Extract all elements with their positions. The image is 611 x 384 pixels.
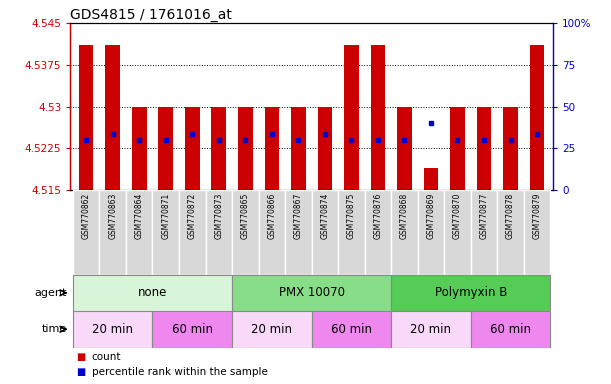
Text: count: count [92, 352, 121, 362]
Bar [338, 190, 365, 275]
Text: 60 min: 60 min [490, 323, 531, 336]
Text: percentile rank within the sample: percentile rank within the sample [92, 367, 268, 377]
Text: GSM770869: GSM770869 [426, 193, 436, 239]
Bar [238, 106, 252, 190]
Bar [73, 190, 100, 275]
Bar [397, 106, 412, 190]
Bar [211, 106, 226, 190]
Bar [470, 190, 497, 275]
Bar [344, 45, 359, 190]
Text: 60 min: 60 min [172, 323, 213, 336]
Bar [126, 190, 153, 275]
Text: GDS4815 / 1761016_at: GDS4815 / 1761016_at [70, 8, 232, 22]
Bar [503, 106, 518, 190]
Text: PMX 10070: PMX 10070 [279, 286, 345, 299]
Text: GSM770865: GSM770865 [241, 193, 250, 239]
Bar [371, 45, 385, 190]
Bar [232, 311, 312, 348]
Text: GSM770874: GSM770874 [320, 193, 329, 239]
Bar [79, 45, 93, 190]
Bar [153, 190, 179, 275]
Bar [179, 190, 205, 275]
Text: GSM770878: GSM770878 [506, 193, 515, 239]
Text: GSM770866: GSM770866 [268, 193, 276, 239]
Text: 20 min: 20 min [251, 323, 292, 336]
Text: GSM770879: GSM770879 [533, 193, 541, 239]
Bar [291, 106, 306, 190]
Bar [450, 106, 465, 190]
Text: ■: ■ [76, 352, 86, 362]
Text: time: time [42, 324, 67, 334]
Text: GSM770868: GSM770868 [400, 193, 409, 239]
Text: GSM770862: GSM770862 [82, 193, 90, 239]
Bar [312, 190, 338, 275]
Text: Polymyxin B: Polymyxin B [434, 286, 507, 299]
Text: 20 min: 20 min [92, 323, 133, 336]
Text: GSM770876: GSM770876 [373, 193, 382, 239]
Text: none: none [138, 286, 167, 299]
Bar [100, 190, 126, 275]
Bar [470, 311, 551, 348]
Bar [185, 106, 200, 190]
Bar [530, 45, 544, 190]
Bar [232, 190, 258, 275]
Bar [418, 190, 444, 275]
Text: GSM770863: GSM770863 [108, 193, 117, 239]
Bar [285, 190, 312, 275]
Bar [73, 311, 153, 348]
Bar [106, 45, 120, 190]
Bar [312, 311, 391, 348]
Text: 60 min: 60 min [331, 323, 372, 336]
Bar [391, 190, 418, 275]
Text: ■: ■ [76, 367, 86, 377]
Text: GSM770872: GSM770872 [188, 193, 197, 239]
Bar [318, 106, 332, 190]
Bar [477, 106, 491, 190]
Text: agent: agent [35, 288, 67, 298]
Text: GSM770873: GSM770873 [214, 193, 223, 239]
Bar [444, 190, 470, 275]
Bar [258, 190, 285, 275]
Bar [365, 190, 391, 275]
Bar [153, 311, 232, 348]
Bar [232, 275, 391, 311]
Text: GSM770871: GSM770871 [161, 193, 170, 239]
Text: GSM770877: GSM770877 [480, 193, 489, 239]
Bar [132, 106, 147, 190]
Bar [423, 168, 438, 190]
Text: GSM770864: GSM770864 [134, 193, 144, 239]
Bar [497, 190, 524, 275]
Bar [158, 106, 173, 190]
Bar [205, 190, 232, 275]
Bar [265, 106, 279, 190]
Bar [391, 311, 470, 348]
Bar [73, 275, 232, 311]
Text: GSM770867: GSM770867 [294, 193, 303, 239]
Text: GSM770875: GSM770875 [347, 193, 356, 239]
Bar [524, 190, 551, 275]
Text: GSM770870: GSM770870 [453, 193, 462, 239]
Text: 20 min: 20 min [411, 323, 452, 336]
Bar [391, 275, 551, 311]
